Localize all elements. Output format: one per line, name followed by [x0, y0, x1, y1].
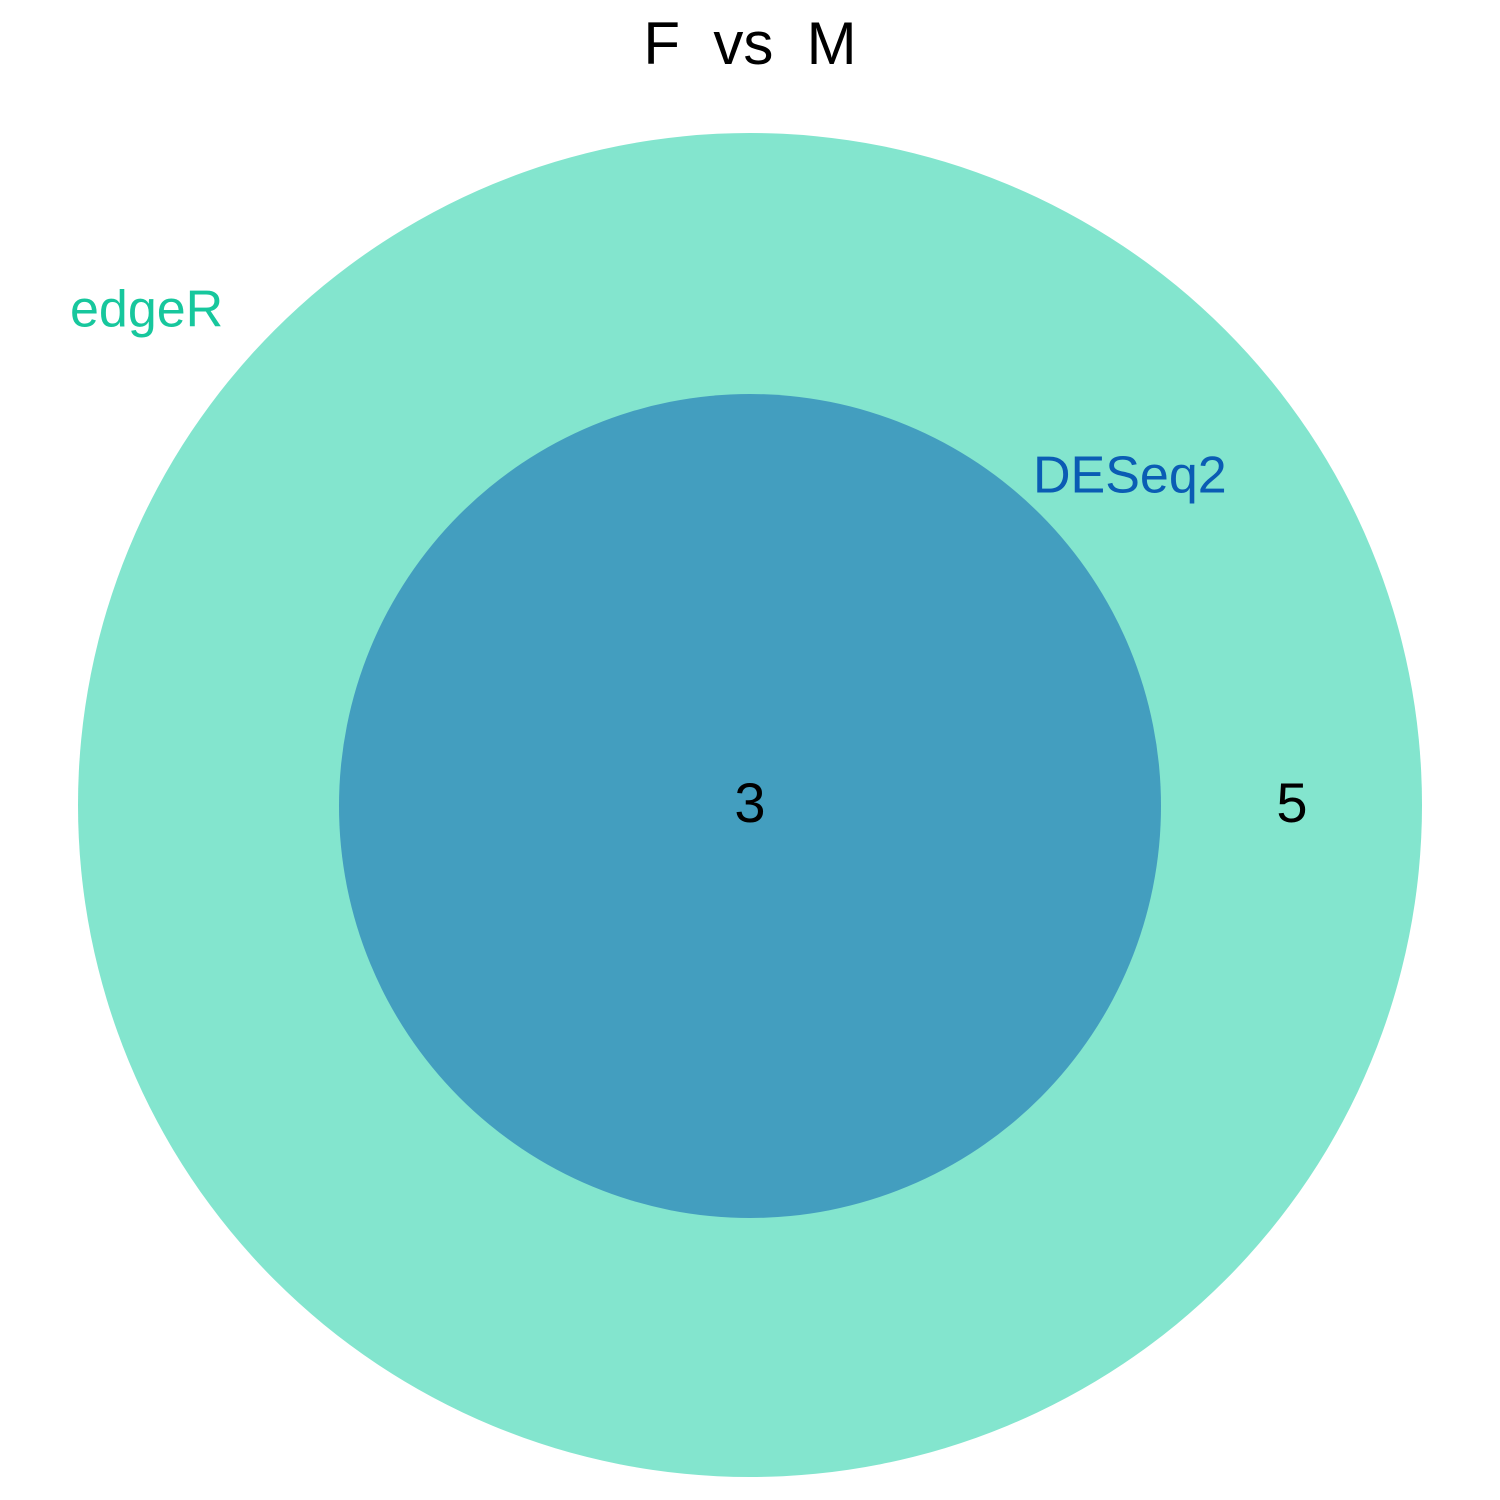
- region-count-edger-only: 5: [1276, 771, 1307, 834]
- chart-title: F vs M: [643, 10, 856, 77]
- deseq2-circle: [339, 394, 1161, 1218]
- set-label-deseq2: DESeq2: [1033, 447, 1227, 505]
- set-label-edger: edgeR: [70, 281, 223, 339]
- region-count-intersection: 3: [734, 771, 765, 834]
